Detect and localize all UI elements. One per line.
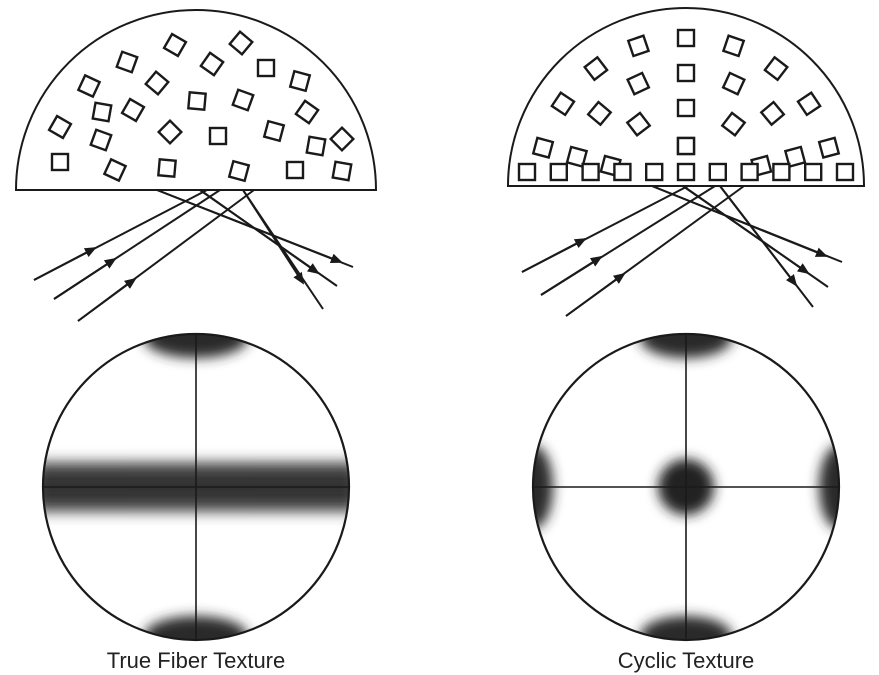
crystal-square xyxy=(328,125,356,153)
crystal-square xyxy=(199,51,225,77)
crystal-square xyxy=(120,97,146,123)
crystal-square xyxy=(835,162,855,182)
crystal-square xyxy=(759,100,786,127)
crystal-square xyxy=(721,71,746,96)
crystal-square xyxy=(626,71,651,96)
crystal-square xyxy=(76,73,102,99)
crystal-square xyxy=(231,88,255,112)
crystal-square xyxy=(331,160,353,182)
crystal-square xyxy=(626,34,651,58)
crystal-square xyxy=(157,158,177,178)
crystal-square xyxy=(228,30,254,56)
crystal-square xyxy=(721,34,746,58)
crystal-square xyxy=(763,55,789,82)
crystal-square xyxy=(565,145,589,169)
left-rim-spot xyxy=(533,445,553,529)
crystal-square xyxy=(305,135,327,157)
crystal-square xyxy=(256,58,276,78)
true-fiber-panel: True Fiber Texture xyxy=(14,9,378,673)
crystal-square xyxy=(187,91,207,111)
xray-beams-left xyxy=(33,189,354,322)
crystal-square xyxy=(550,91,576,117)
crystal-square xyxy=(676,162,696,182)
crystal-square xyxy=(115,50,139,74)
crystal-square xyxy=(740,162,759,182)
crystal-square xyxy=(531,136,555,159)
caption-true-fiber: True Fiber Texture xyxy=(107,648,286,673)
crystal-square xyxy=(208,126,228,146)
crystal-square xyxy=(285,160,305,180)
pole-figure-true-fiber xyxy=(41,332,351,642)
crystal-square xyxy=(796,91,822,117)
ring-crystal-specimen xyxy=(506,7,866,187)
random-crystal-specimen xyxy=(14,9,378,191)
crystal-square xyxy=(294,99,320,125)
crystal-square xyxy=(708,162,727,182)
crystal-square xyxy=(676,63,696,83)
crystal-square xyxy=(625,111,652,138)
crystal-square xyxy=(804,162,823,182)
crystal-square xyxy=(586,100,613,127)
crystal-square xyxy=(783,145,807,169)
crystal-square xyxy=(156,118,184,146)
crystal-square xyxy=(583,55,609,82)
cyclic-panel: Cyclic Texture xyxy=(506,7,866,673)
crystal-square xyxy=(162,32,188,58)
crystal-square xyxy=(645,162,664,182)
crystal-square xyxy=(91,101,113,123)
crystal-square xyxy=(676,98,696,118)
crystal-square xyxy=(517,162,537,182)
caption-cyclic: Cyclic Texture xyxy=(618,648,755,673)
xray-beams-right xyxy=(521,185,843,317)
crystal-square xyxy=(613,162,632,182)
crystal-square xyxy=(102,157,128,183)
crystal-square xyxy=(720,111,747,138)
crystal-square xyxy=(676,136,696,156)
pole-figure-cyclic xyxy=(531,332,841,642)
crystal-square xyxy=(772,162,791,182)
crystal-square xyxy=(47,114,73,140)
crystal-square xyxy=(50,152,70,172)
crystal-square xyxy=(227,159,251,183)
crystal-square xyxy=(817,136,841,159)
right-rim-spot xyxy=(819,445,839,529)
crystal-square xyxy=(144,70,170,96)
crystal-square xyxy=(262,119,286,143)
crystal-square xyxy=(89,128,113,152)
crystal-square xyxy=(549,162,568,182)
crystal-square xyxy=(581,162,600,182)
crystal-square xyxy=(288,69,312,93)
crystal-square xyxy=(676,28,696,48)
